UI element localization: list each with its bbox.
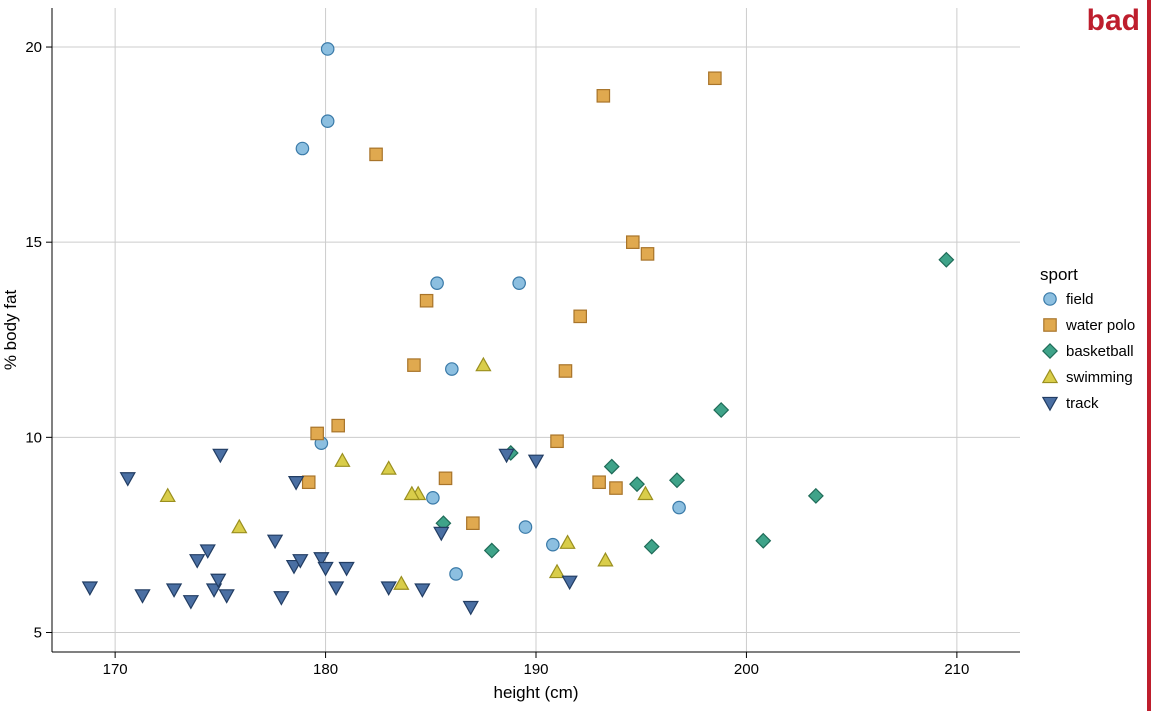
data-point — [630, 477, 644, 491]
data-point — [420, 295, 432, 307]
y-tick-label: 10 — [25, 429, 42, 446]
data-point — [756, 534, 770, 548]
data-point — [135, 590, 149, 603]
data-point — [268, 535, 282, 548]
data-point — [382, 461, 396, 474]
data-point — [598, 553, 612, 566]
data-point — [485, 543, 499, 557]
y-tick-label: 15 — [25, 234, 42, 251]
data-point — [161, 489, 175, 502]
y-axis: 5 10 15 20 — [25, 39, 52, 641]
data-point — [184, 596, 198, 609]
data-point — [645, 539, 659, 553]
data-point — [303, 476, 315, 488]
data-point — [560, 536, 574, 549]
data-point — [220, 590, 234, 603]
x-tick-label: 170 — [103, 661, 128, 678]
data-point — [339, 563, 353, 576]
data-point — [167, 584, 181, 597]
data-point — [321, 115, 333, 127]
x-tick-label: 210 — [944, 661, 969, 678]
data-point — [605, 459, 619, 473]
data-point — [232, 520, 246, 533]
data-point — [296, 142, 308, 154]
data-point — [434, 527, 448, 540]
legend-item-label: swimming — [1066, 369, 1133, 386]
y-tick-label: 20 — [25, 39, 42, 56]
data-point — [467, 517, 479, 529]
y-tick-label: 5 — [34, 624, 42, 641]
annotation-label: bad — [1087, 4, 1140, 37]
data-point — [382, 582, 396, 595]
data-point — [321, 43, 333, 55]
data-point — [641, 248, 653, 260]
scatter-chart: 170 180 190 200 210 5 10 15 20 height (cm) % body … — [0, 0, 1152, 711]
legend-title: sport — [1040, 265, 1078, 284]
data-point — [597, 90, 609, 102]
x-tick-label: 200 — [734, 661, 759, 678]
legend-marker — [1044, 293, 1056, 305]
data-point — [274, 592, 288, 605]
data-point — [370, 148, 382, 160]
legend-item-label: field — [1066, 291, 1094, 308]
data-point — [121, 473, 135, 486]
data-points — [83, 43, 954, 614]
data-point — [431, 277, 443, 289]
data-point — [394, 577, 408, 590]
data-point — [464, 602, 478, 615]
data-point — [809, 489, 823, 503]
data-point — [939, 253, 953, 267]
data-point — [450, 568, 462, 580]
data-point — [513, 277, 525, 289]
legend-item-label: track — [1066, 395, 1099, 412]
data-point — [563, 576, 577, 589]
data-point — [439, 472, 451, 484]
legend-item-label: water polo — [1065, 317, 1135, 334]
data-point — [289, 477, 303, 490]
data-point — [551, 435, 563, 447]
data-point — [427, 492, 439, 504]
data-point — [670, 473, 684, 487]
data-point — [593, 476, 605, 488]
x-axis: 170 180 190 200 210 — [103, 652, 970, 678]
legend-marker — [1043, 397, 1057, 410]
x-tick-label: 180 — [313, 661, 338, 678]
legend: sport field water polo basketball swimming tr… — [1040, 265, 1135, 412]
y-axis-label: % body fat — [1, 290, 20, 371]
legend-marker — [1043, 370, 1057, 383]
data-point — [559, 365, 571, 377]
data-point — [415, 584, 429, 597]
data-point — [529, 455, 543, 468]
legend-marker — [1043, 344, 1057, 358]
data-point — [311, 427, 323, 439]
data-point — [190, 555, 204, 568]
legend-marker — [1044, 319, 1056, 331]
data-point — [709, 72, 721, 84]
data-point — [610, 482, 622, 494]
data-point — [574, 310, 586, 322]
data-point — [83, 582, 97, 595]
data-point — [547, 538, 559, 550]
data-point — [476, 358, 490, 371]
data-point — [673, 501, 685, 513]
data-point — [335, 454, 349, 467]
legend-item-label: basketball — [1066, 343, 1134, 360]
data-point — [408, 359, 420, 371]
data-point — [627, 236, 639, 248]
data-point — [329, 582, 343, 595]
data-point — [318, 563, 332, 576]
x-tick-label: 190 — [523, 661, 548, 678]
data-point — [519, 521, 531, 533]
data-point — [714, 403, 728, 417]
data-point — [213, 449, 227, 462]
data-point — [446, 363, 458, 375]
x-axis-label: height (cm) — [493, 683, 578, 702]
data-point — [332, 419, 344, 431]
